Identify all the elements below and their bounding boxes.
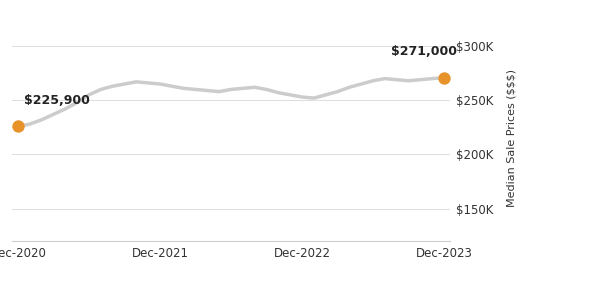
Point (439, 75, 449, 80)
Y-axis label: Median Sale Prices ($$$): Median Sale Prices ($$$) (507, 69, 517, 207)
Point (13, 124, 23, 129)
Text: $225,900: $225,900 (24, 94, 90, 107)
Text: $271,000: $271,000 (391, 45, 457, 58)
